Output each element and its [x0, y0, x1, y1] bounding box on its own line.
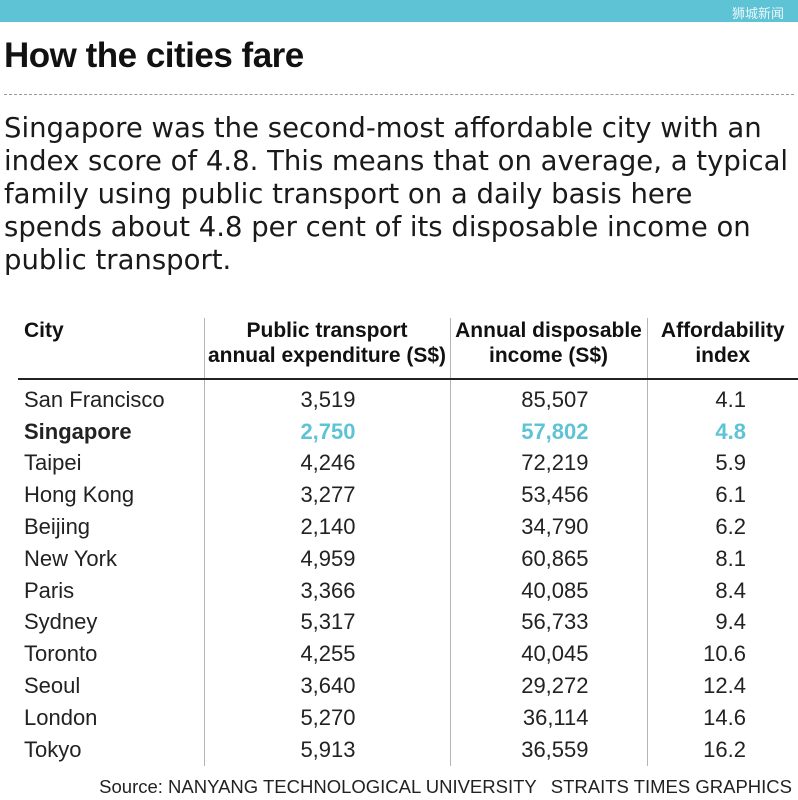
index-cell: 5.9 — [646, 447, 798, 480]
city-cell: Tokyo — [24, 736, 82, 762]
index-cell: 10.6 — [646, 638, 798, 671]
income-cell: 34,790 — [449, 511, 647, 543]
income-cell: 40,085 — [449, 574, 647, 607]
index-cell: 4.1 — [646, 379, 798, 416]
watermark-text: 狮城新闻 — [731, 7, 784, 22]
expenditure-cell: 3,366 — [203, 574, 450, 607]
table-row: New York 4,959 60,865 8.1 — [18, 542, 798, 575]
expenditure-cell: 4,959 — [203, 542, 450, 575]
index-cell: 6.2 — [646, 511, 798, 543]
income-cell: 72,219 — [449, 447, 647, 480]
page-title: How the cities fare — [4, 36, 304, 75]
income-cell: 56,733 — [449, 606, 647, 639]
table-row: Sydney 5,317 56,733 9.4 — [18, 606, 798, 639]
income-cell: 53,456 — [449, 479, 647, 512]
top-accent-bar — [0, 0, 798, 22]
header-index: Affordability index — [646, 318, 798, 380]
index-cell: 12.4 — [646, 670, 798, 702]
header-income: Annual disposable income (S$) — [449, 318, 647, 380]
index-cell: 14.6 — [646, 701, 798, 734]
expenditure-cell: 5,270 — [203, 701, 450, 734]
expenditure-cell: 5,913 — [203, 733, 450, 766]
table-row: San Francisco 3,519 85,507 4.1 — [18, 379, 798, 416]
expenditure-cell: 5,317 — [203, 606, 450, 639]
city-cell: Beijing — [24, 514, 91, 540]
table-row: Seoul 3,640 29,272 12.4 — [18, 670, 798, 702]
source-line: Source: NANYANG TECHNOLOGICAL UNIVERSITY… — [99, 776, 792, 798]
index-cell: 8.1 — [646, 542, 798, 575]
table-row: Tokyo 5,913 36,559 16.2 — [18, 733, 798, 766]
expenditure-cell: 2,750 — [203, 415, 450, 448]
source-text: Source: NANYANG TECHNOLOGICAL UNIVERSITY — [99, 776, 537, 797]
table-row: London 5,270 36,114 14.6 — [18, 701, 798, 734]
dashed-divider — [4, 94, 794, 95]
table-row: Singapore 2,750 57,802 4.8 — [18, 415, 798, 448]
income-cell: 36,114 — [449, 701, 647, 734]
index-cell: 6.1 — [646, 479, 798, 512]
table-body: San Francisco 3,519 85,507 4.1 Singapore 2,75… — [18, 379, 798, 766]
income-cell: 40,045 — [449, 638, 647, 671]
city-cell: Seoul — [24, 673, 81, 699]
table-row: Taipei 4,246 72,219 5.9 — [18, 447, 798, 480]
city-cell: Sydney — [24, 609, 98, 635]
income-cell: 85,507 — [449, 379, 647, 416]
affordability-table: City Public transport annual expenditure … — [18, 318, 798, 766]
header-city: City — [18, 318, 204, 380]
table-header-row: City Public transport annual expenditure … — [18, 318, 798, 380]
table-row: Hong Kong 3,277 53,456 6.1 — [18, 479, 798, 512]
city-cell: San Francisco — [24, 386, 165, 412]
description-text: Singapore was the second-most affordable… — [4, 112, 789, 276]
table-row: Paris 3,366 40,085 8.4 — [18, 574, 798, 607]
expenditure-cell: 4,255 — [203, 638, 450, 671]
expenditure-cell: 4,246 — [203, 447, 450, 480]
city-cell: Toronto — [24, 641, 98, 667]
income-cell: 29,272 — [449, 670, 647, 702]
income-cell: 57,802 — [449, 415, 647, 448]
index-cell: 9.4 — [646, 606, 798, 639]
expenditure-cell: 2,140 — [203, 511, 450, 543]
city-cell: Taipei — [24, 450, 82, 476]
expenditure-cell: 3,640 — [203, 670, 450, 702]
expenditure-cell: 3,519 — [203, 379, 450, 416]
index-cell: 8.4 — [646, 574, 798, 607]
expenditure-cell: 3,277 — [203, 479, 450, 512]
city-cell: Paris — [24, 577, 75, 603]
table-row: Toronto 4,255 40,045 10.6 — [18, 638, 798, 671]
header-expenditure: Public transport annual expenditure (S$) — [203, 318, 450, 380]
index-cell: 16.2 — [646, 733, 798, 766]
city-cell: Hong Kong — [24, 482, 135, 508]
city-cell: London — [24, 704, 98, 730]
income-cell: 60,865 — [449, 542, 647, 575]
city-cell: Singapore — [24, 418, 132, 444]
income-cell: 36,559 — [449, 733, 647, 766]
table-row: Beijing 2,140 34,790 6.2 — [18, 511, 798, 543]
index-cell: 4.8 — [646, 415, 798, 448]
credit-text: STRAITS TIMES GRAPHICS — [550, 776, 792, 797]
city-cell: New York — [24, 545, 117, 571]
